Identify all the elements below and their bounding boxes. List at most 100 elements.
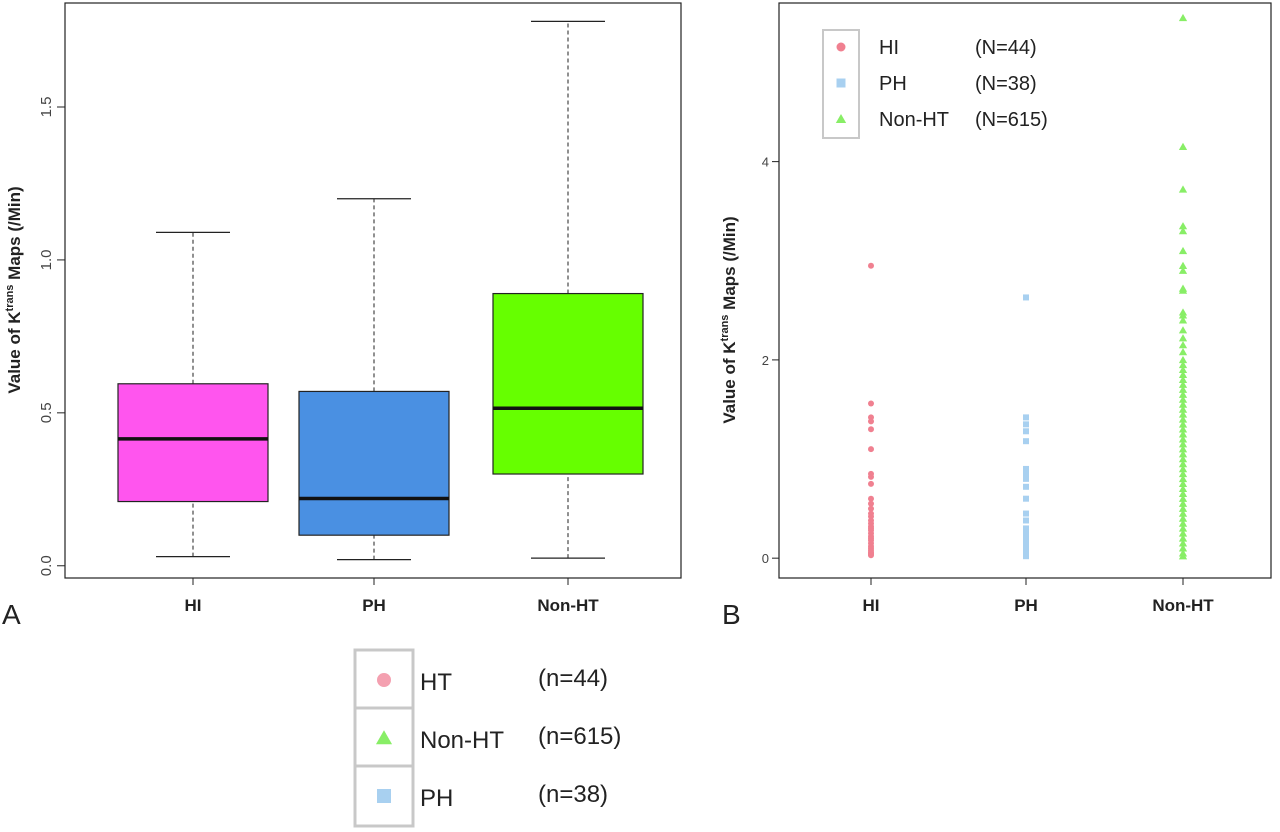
data-point [1178,246,1188,255]
legend-label: Non-HT [879,109,949,131]
data-point [868,500,874,507]
boxplot-y-ticks: 0.0 0.5 1.0 1.5 [38,97,65,576]
data-point [1178,13,1188,22]
scatter-panel: 0 2 4 HI PH Non-HT HI (N=44) PH (N=38) Non-HT (N=… [719,2,1272,630]
data-point [1178,524,1188,532]
scatter-x-categories: HI PH Non-HT [863,578,1214,615]
data-point [1178,222,1188,230]
data-point [1178,469,1188,478]
data-point [1178,519,1188,527]
data-point [1178,400,1188,408]
legend-marker [835,114,847,124]
data-point [1178,142,1188,150]
data-point [1178,375,1188,383]
data-point [1178,425,1188,433]
data-point [1178,227,1188,235]
data-point [1178,552,1188,560]
data-point [1178,435,1188,443]
y-tick-label: 1.0 [38,249,55,270]
data-point [1178,286,1188,294]
data-point [1178,415,1188,423]
data-point [1178,474,1188,483]
scatter-y-ticks: 0 2 4 [762,155,779,566]
data-point [1023,553,1029,560]
data-point [1023,495,1029,502]
data-point [1178,326,1188,334]
data-point [1178,430,1188,438]
data-point [868,400,874,407]
bottom-legend-label: HT [420,669,452,696]
data-point [1178,534,1188,542]
data-point [1023,438,1029,445]
data-point [868,446,874,453]
data-point [1178,484,1188,493]
scatter-frame [778,2,1272,579]
y-tick-label: 4 [762,155,769,170]
data-point [1178,539,1188,547]
data-point [1178,261,1188,269]
data-point [1178,385,1188,393]
legend-marker [836,78,846,88]
data-point [1178,334,1188,342]
scatter-y-axis-label: Value of Ktrans Maps (/Min) [719,216,739,423]
boxplot-boxes [117,20,644,561]
y-tick-label: 1.5 [38,97,55,118]
bottom-legend-count: (n=38) [538,781,608,808]
data-point [1178,395,1188,403]
legend-label: HI [879,37,899,59]
panel-b-label: B [722,599,741,630]
data-point [1178,410,1188,418]
data-point [868,418,874,425]
data-point [868,480,874,487]
data-point [1178,494,1188,502]
boxplot-y-axis-label: Value of Ktrans Maps (/Min) [4,186,24,393]
panel-a-label: A [2,599,21,630]
data-point [1023,428,1029,435]
data-point [1178,311,1188,319]
scatter-legend-key-box [822,29,860,139]
data-point [1178,509,1188,517]
data-point [1178,390,1188,398]
legend-count: (N=44) [975,37,1037,59]
x-category-label: Non-HT [1152,596,1214,615]
data-point [868,473,874,480]
data-point [1178,405,1188,413]
data-point [868,505,874,512]
x-category-label: HI [863,596,880,615]
data-point [1178,479,1188,488]
data-point [1023,517,1029,524]
data-point [1023,475,1029,482]
box-iqr [298,390,450,536]
bottom-legend: HT (n=44) Non-HT (n=615) PH (n=38) [353,648,621,828]
data-point [1023,483,1029,490]
data-point [1178,450,1188,458]
data-point [1178,544,1188,552]
boxplot-x-categories: HI PH Non-HT [185,578,599,615]
legend-count: (N=38) [975,73,1037,95]
data-point [1023,421,1029,428]
bottom-legend-marker [375,730,393,745]
data-point [1023,294,1029,301]
data-point [1023,414,1029,421]
bottom-legend-key-box [353,648,415,828]
data-point [868,552,874,559]
data-point [1178,185,1188,193]
box-iqr [492,292,644,475]
data-point [1178,355,1188,364]
y-tick-label: 2 [762,353,769,368]
data-point [1178,360,1188,369]
bottom-legend-marker [377,673,391,687]
boxplot-frame [64,2,682,579]
data-point [1178,529,1188,537]
data-point [1178,380,1188,388]
data-point [1178,499,1188,507]
data-point [1178,489,1188,497]
data-point [868,262,874,269]
data-point [1178,365,1188,374]
data-point [1178,445,1188,453]
data-point [1178,266,1188,274]
data-point [1178,440,1188,448]
y-tick-label: 0.5 [38,402,55,423]
box-iqr [117,383,269,503]
data-point [1023,510,1029,517]
